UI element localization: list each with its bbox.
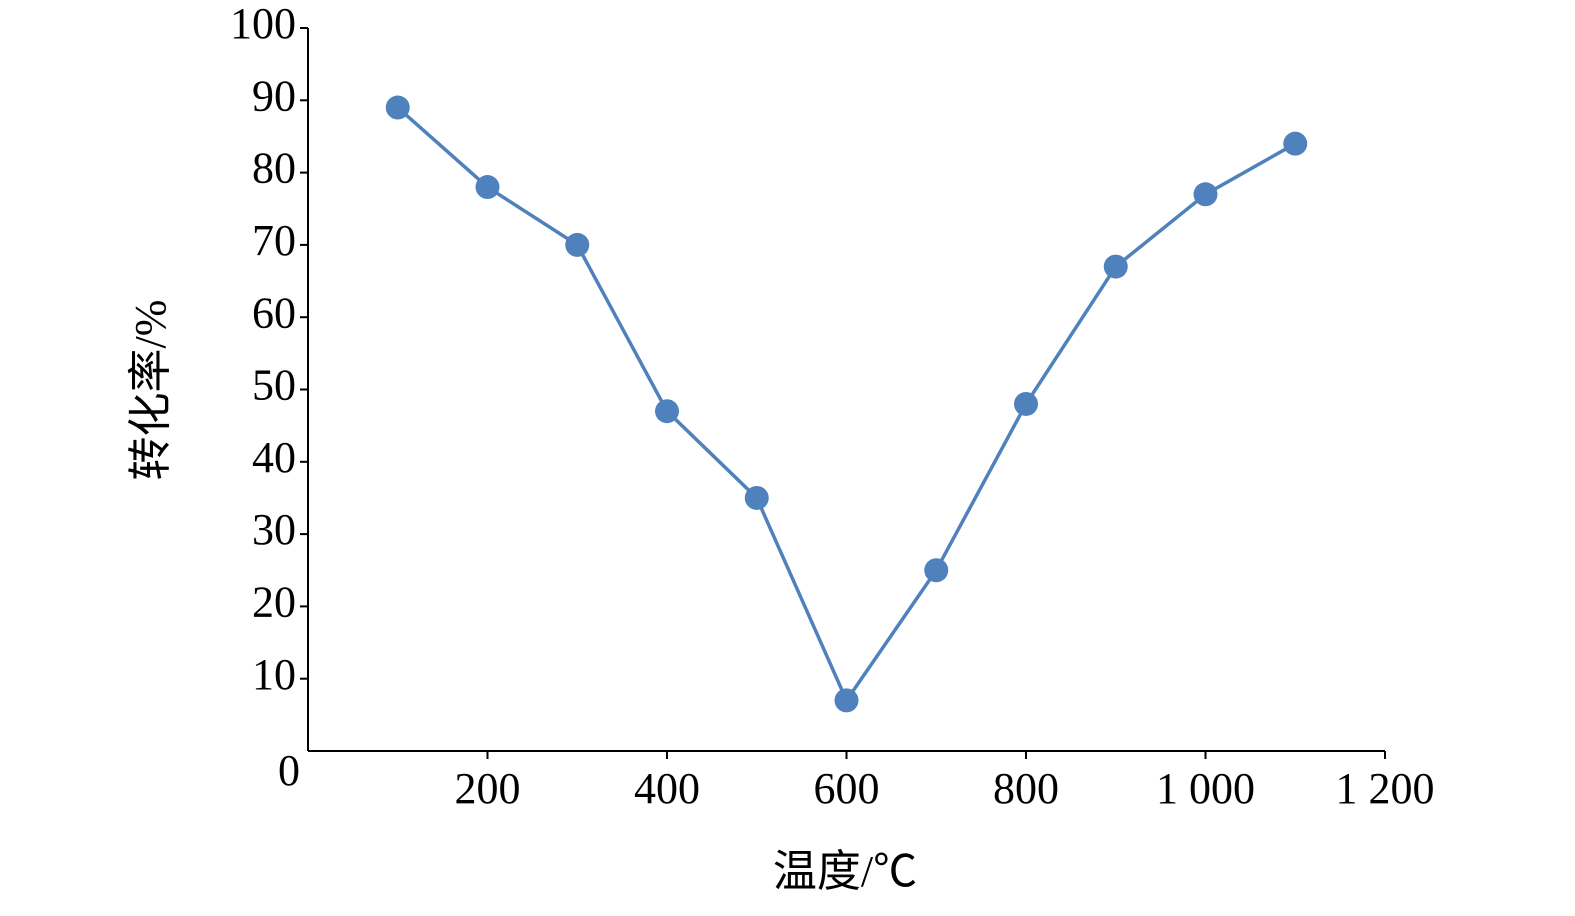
point	[385, 95, 410, 120]
y-tick-label: 0	[278, 746, 300, 795]
x-tick-label: 1 200	[1336, 764, 1435, 813]
point	[834, 688, 859, 713]
point	[924, 558, 949, 583]
y-tick-label: 40	[252, 433, 296, 482]
x-tick-label: 400	[634, 764, 700, 813]
point	[565, 232, 590, 257]
series-line	[396, 106, 1297, 704]
point	[744, 485, 769, 510]
x-tick-label: 800	[993, 764, 1059, 813]
point	[1283, 131, 1308, 156]
x-axis-label: 温度/℃	[773, 847, 917, 896]
y-tick-label: 100	[230, 0, 296, 48]
point	[475, 175, 500, 200]
y-tick-label: 10	[252, 650, 296, 699]
point	[1014, 391, 1038, 416]
point	[1103, 254, 1128, 279]
y-tick-label: 50	[252, 361, 296, 410]
y-tick-label: 20	[252, 577, 296, 626]
point	[655, 399, 679, 424]
x-tick-label: 200	[455, 764, 521, 813]
y-tick-label: 70	[252, 216, 296, 265]
y-tick-label: 30	[252, 505, 296, 554]
point	[1193, 182, 1218, 207]
x-tick-label: 1 000	[1156, 764, 1255, 813]
y-axis-label: 转化率/%	[126, 300, 175, 481]
y-tick-label: 60	[252, 288, 296, 337]
x-tick-label: 600	[814, 764, 880, 813]
y-tick-label: 80	[252, 144, 296, 193]
y-tick-label: 90	[252, 71, 296, 120]
